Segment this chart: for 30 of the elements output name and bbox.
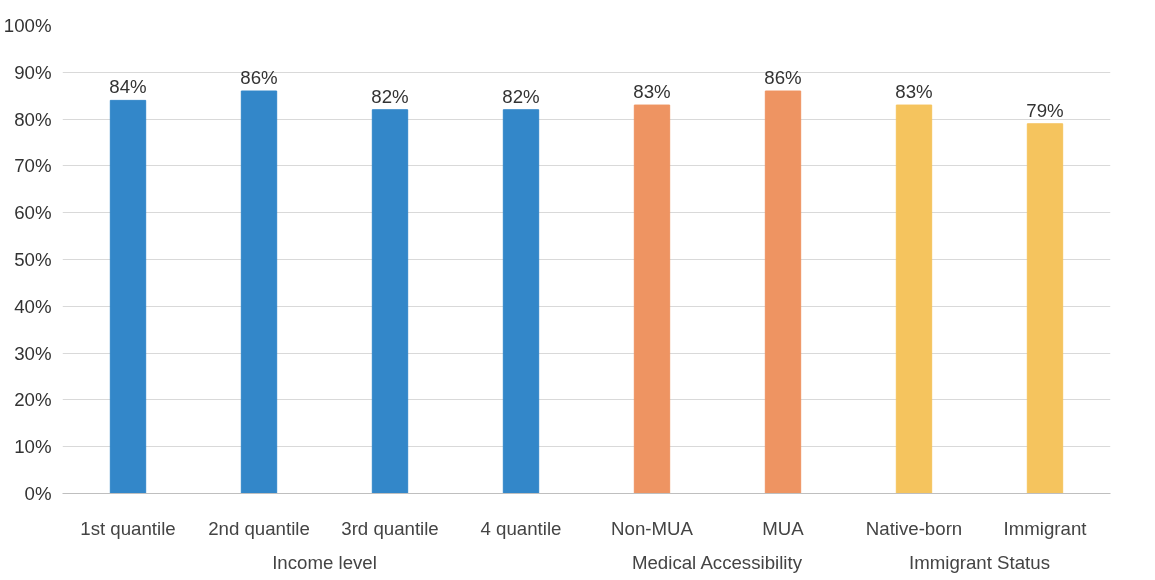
text: 83%: [895, 81, 933, 103]
text: 82%: [502, 85, 540, 107]
text: Immigrant Status: [909, 551, 1051, 573]
x-tick-label: Native-born: [865, 517, 963, 539]
y-tick-label: 90%: [14, 61, 52, 83]
text: 84%: [109, 76, 147, 98]
text: 83%: [633, 81, 671, 103]
y-tick-label: 70%: [14, 155, 52, 177]
x-tick-label: MUA: [762, 517, 805, 539]
x-tick-label: 2nd quantile: [208, 517, 310, 539]
x-tick-label: 3rd quantile: [341, 517, 439, 539]
text: 86%: [240, 67, 278, 89]
text: Medical Accessibility: [631, 551, 803, 573]
text: 82%: [371, 85, 409, 107]
y-tick-label: 0%: [24, 483, 52, 504]
text: 86%: [764, 67, 802, 89]
y-tick-label: 60%: [14, 202, 52, 224]
y-tick-label: 30%: [14, 342, 52, 364]
x-tick-label: Non-MUA: [611, 517, 694, 539]
x-tick-label: 4 quantile: [480, 517, 562, 539]
y-tick-label: 20%: [14, 389, 52, 411]
text: 79%: [1026, 99, 1064, 121]
y-tick-label: 50%: [14, 249, 52, 270]
y-tick-label: 100%: [3, 15, 52, 36]
y-tick-label: 10%: [14, 436, 52, 458]
y-tick-label: 80%: [14, 108, 52, 130]
y-tick-label: 40%: [14, 295, 52, 317]
x-tick-label: Immigrant: [1003, 517, 1088, 539]
x-tick-label: 1st quantile: [80, 517, 176, 539]
text: Income level: [272, 551, 377, 573]
